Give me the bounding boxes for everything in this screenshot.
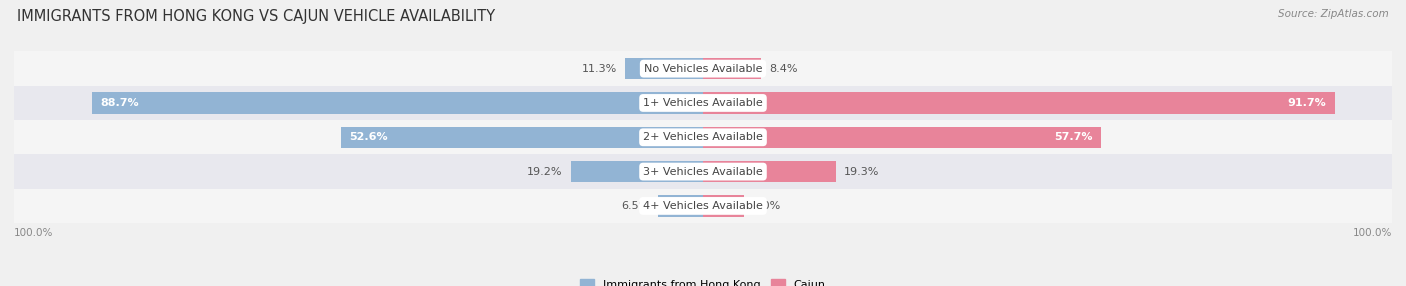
Text: 8.4%: 8.4% — [769, 64, 797, 74]
Text: 6.5%: 6.5% — [621, 201, 650, 211]
Text: Source: ZipAtlas.com: Source: ZipAtlas.com — [1278, 9, 1389, 19]
Bar — [703, 127, 1101, 148]
Bar — [91, 92, 703, 114]
Bar — [703, 195, 744, 217]
Text: 100.0%: 100.0% — [14, 228, 53, 238]
Bar — [340, 127, 703, 148]
Text: IMMIGRANTS FROM HONG KONG VS CAJUN VEHICLE AVAILABILITY: IMMIGRANTS FROM HONG KONG VS CAJUN VEHIC… — [17, 9, 495, 23]
Bar — [14, 86, 1392, 120]
Bar — [703, 92, 1334, 114]
Bar — [626, 58, 703, 79]
Text: 88.7%: 88.7% — [100, 98, 139, 108]
Bar — [703, 161, 837, 182]
Text: No Vehicles Available: No Vehicles Available — [644, 64, 762, 74]
Bar — [14, 120, 1392, 154]
Text: 19.2%: 19.2% — [527, 167, 562, 176]
Text: 4+ Vehicles Available: 4+ Vehicles Available — [643, 201, 763, 211]
Legend: Immigrants from Hong Kong, Cajun: Immigrants from Hong Kong, Cajun — [581, 279, 825, 286]
Bar — [703, 58, 761, 79]
Bar — [14, 154, 1392, 189]
Text: 100.0%: 100.0% — [1353, 228, 1392, 238]
Text: 6.0%: 6.0% — [752, 201, 780, 211]
Bar — [571, 161, 703, 182]
Text: 91.7%: 91.7% — [1288, 98, 1326, 108]
Text: 52.6%: 52.6% — [349, 132, 388, 142]
Bar — [658, 195, 703, 217]
Text: 1+ Vehicles Available: 1+ Vehicles Available — [643, 98, 763, 108]
Bar — [14, 51, 1392, 86]
Text: 3+ Vehicles Available: 3+ Vehicles Available — [643, 167, 763, 176]
Bar — [14, 189, 1392, 223]
Text: 2+ Vehicles Available: 2+ Vehicles Available — [643, 132, 763, 142]
Text: 11.3%: 11.3% — [582, 64, 617, 74]
Text: 19.3%: 19.3% — [844, 167, 880, 176]
Text: 57.7%: 57.7% — [1053, 132, 1092, 142]
